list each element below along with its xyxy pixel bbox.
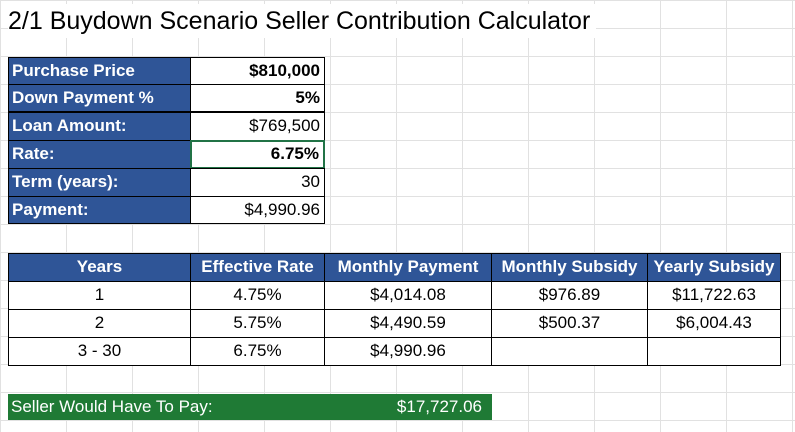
input-value-purchase-price[interactable]: $810,000 — [190, 57, 325, 85]
input-value-down-payment[interactable]: 5% — [190, 84, 325, 112]
table-cell-year[interactable]: 3 - 30 — [8, 337, 191, 366]
input-value-payment[interactable]: $4,990.96 — [190, 196, 325, 224]
input-value-loan-amount[interactable]: $769,500 — [190, 112, 325, 141]
input-label-term: Term (years): — [8, 168, 191, 197]
table-cell-monthly-subsidy[interactable]: $976.89 — [491, 281, 648, 310]
table-header-effective-rate: Effective Rate — [190, 253, 325, 282]
input-label-purchase-price: Purchase Price — [8, 57, 191, 85]
input-label-down-payment: Down Payment % — [8, 84, 191, 112]
table-cell-monthly-payment[interactable]: $4,990.96 — [324, 337, 492, 366]
summary-value[interactable]: $17,727.06 — [324, 394, 492, 420]
table-header-yearly-subsidy: Yearly Subsidy — [647, 253, 781, 282]
table-cell-yearly-subsidy[interactable] — [647, 337, 781, 366]
table-cell-monthly-payment[interactable]: $4,014.08 — [324, 281, 492, 310]
table-cell-monthly-subsidy[interactable]: $500.37 — [491, 309, 648, 338]
table-cell-yearly-subsidy[interactable]: $6,004.43 — [647, 309, 781, 338]
page-title: 2/1 Buydown Scenario Seller Contribution… — [8, 4, 597, 38]
input-label-loan-amount: Loan Amount: — [8, 112, 191, 141]
table-cell-effective-rate[interactable]: 4.75% — [190, 281, 325, 310]
table-cell-year[interactable]: 2 — [8, 309, 191, 338]
summary-label: Seller Would Have To Pay: — [8, 394, 325, 420]
input-value-rate[interactable]: 6.75% — [190, 140, 325, 169]
input-label-rate: Rate: — [8, 140, 191, 169]
table-header-monthly-subsidy: Monthly Subsidy — [491, 253, 648, 282]
table-cell-effective-rate[interactable]: 6.75% — [190, 337, 325, 366]
input-value-term[interactable]: 30 — [190, 168, 325, 197]
table-cell-monthly-payment[interactable]: $4,490.59 — [324, 309, 492, 338]
table-cell-yearly-subsidy[interactable]: $11,722.63 — [647, 281, 781, 310]
table-cell-year[interactable]: 1 — [8, 281, 191, 310]
input-label-payment: Payment: — [8, 196, 191, 224]
table-cell-monthly-subsidy[interactable] — [491, 337, 648, 366]
table-header-years: Years — [8, 253, 191, 282]
table-cell-effective-rate[interactable]: 5.75% — [190, 309, 325, 338]
table-header-monthly-payment: Monthly Payment — [324, 253, 492, 282]
